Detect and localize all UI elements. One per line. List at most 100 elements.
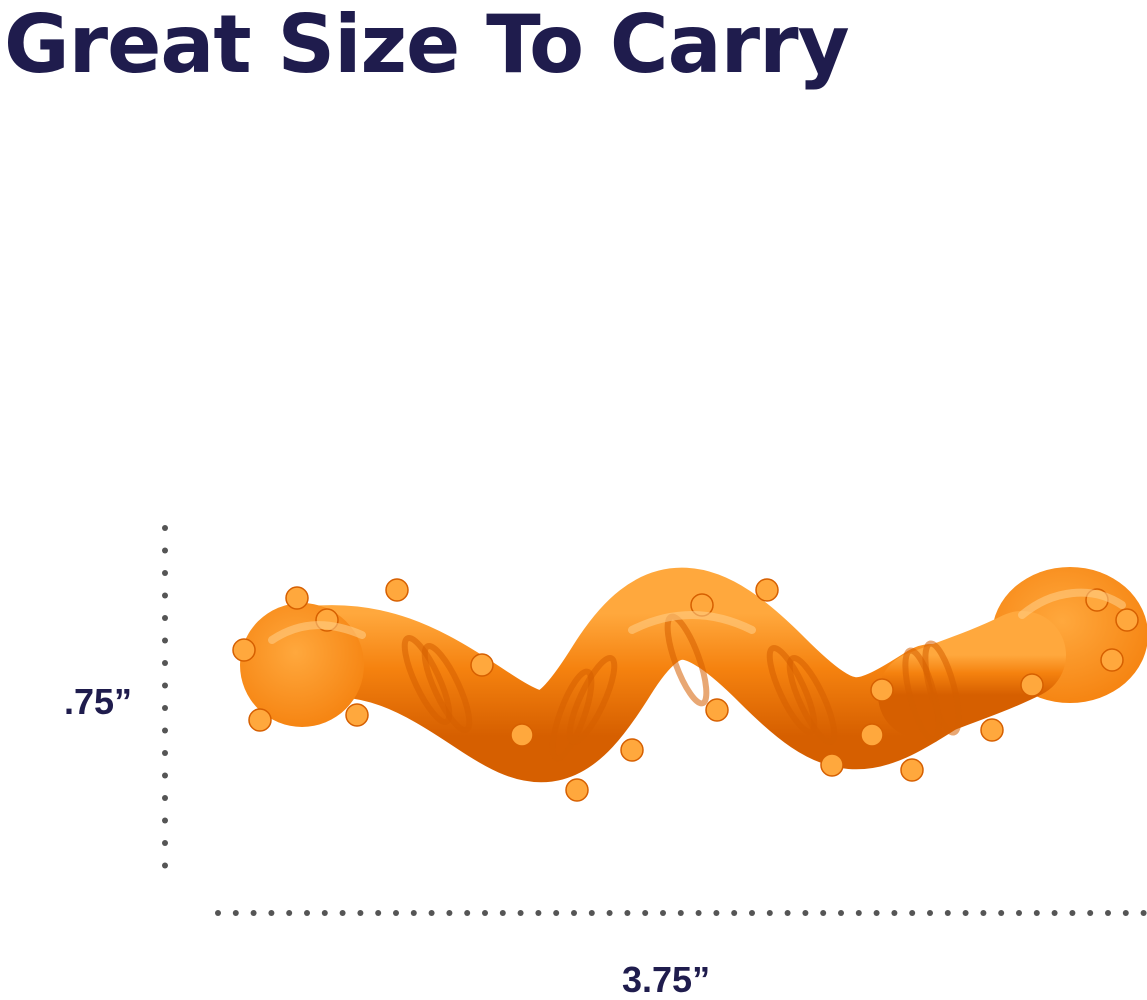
toy-nub bbox=[980, 718, 1004, 742]
toy-nub bbox=[385, 578, 409, 602]
toy-gloss bbox=[1018, 588, 1126, 619]
guide-dot bbox=[873, 910, 880, 916]
guide-dot bbox=[162, 727, 168, 734]
guide-dot bbox=[642, 910, 649, 916]
height-dotted-guide bbox=[162, 525, 168, 869]
guide-dot bbox=[162, 637, 168, 644]
guide-dot bbox=[428, 910, 435, 916]
guide-dot bbox=[998, 910, 1005, 916]
toy-gloss bbox=[268, 621, 366, 644]
toy-ring bbox=[922, 640, 962, 736]
toy-nub bbox=[705, 698, 729, 722]
guide-dot bbox=[162, 592, 168, 599]
guide-dot bbox=[162, 750, 168, 756]
toy-nub bbox=[248, 708, 272, 732]
guide-dot bbox=[162, 862, 168, 869]
guide-dot bbox=[162, 570, 168, 576]
toy-nub bbox=[860, 723, 884, 747]
toy-nubs bbox=[232, 578, 1139, 802]
toy-nub bbox=[620, 738, 644, 762]
guide-dot bbox=[695, 910, 702, 916]
guide-dot bbox=[1105, 910, 1111, 916]
chew-toy-image bbox=[232, 567, 1147, 802]
toy-nub bbox=[1020, 673, 1044, 697]
toy-gloss bbox=[628, 611, 756, 634]
headline-title: Great Size To Carry bbox=[4, 0, 850, 91]
toy-nub bbox=[470, 653, 494, 677]
toy-ring bbox=[421, 643, 473, 733]
guide-dot bbox=[802, 910, 809, 916]
guide-dot bbox=[321, 910, 328, 916]
guide-dot bbox=[784, 910, 791, 916]
guide-dot bbox=[891, 910, 898, 916]
guide-dot bbox=[215, 910, 221, 916]
guide-dot bbox=[677, 910, 684, 916]
guide-dot bbox=[232, 910, 239, 916]
guide-dot bbox=[446, 910, 453, 916]
guide-dot bbox=[464, 910, 471, 916]
toy-rings bbox=[401, 613, 962, 762]
toy-highlights bbox=[268, 588, 1126, 644]
guide-dot bbox=[517, 910, 524, 916]
guide-dot bbox=[499, 910, 506, 916]
guide-dot bbox=[535, 910, 542, 916]
guide-dot bbox=[357, 910, 364, 916]
guide-dot bbox=[1051, 910, 1058, 916]
guide-dot bbox=[162, 772, 168, 779]
toy-ring bbox=[766, 645, 818, 735]
guide-dot bbox=[250, 910, 257, 916]
toy-left-end bbox=[240, 603, 364, 727]
toy-nub bbox=[755, 578, 779, 602]
guide-dot bbox=[713, 910, 720, 916]
guide-dot bbox=[820, 910, 827, 916]
guide-dot bbox=[339, 910, 346, 916]
guide-dot bbox=[553, 910, 560, 916]
guide-dot bbox=[766, 910, 773, 916]
guide-dot bbox=[162, 547, 168, 554]
guide-dot bbox=[304, 910, 310, 916]
guide-dot bbox=[1140, 910, 1147, 916]
guide-dot bbox=[286, 910, 293, 916]
guide-dot bbox=[838, 910, 844, 916]
height-dimension-label: .75” bbox=[64, 681, 133, 722]
toy-nub bbox=[232, 638, 256, 662]
guide-dot bbox=[162, 795, 168, 801]
width-dimension-label: 3.75” bbox=[622, 959, 711, 1000]
toy-ring bbox=[786, 655, 838, 745]
guide-dot bbox=[962, 910, 969, 916]
guide-dot bbox=[162, 682, 168, 689]
guide-dot bbox=[162, 840, 168, 846]
guide-dot bbox=[375, 910, 382, 916]
guide-dot bbox=[1069, 910, 1076, 916]
toy-neck bbox=[878, 611, 1066, 739]
guide-dot bbox=[268, 910, 275, 916]
guide-dot bbox=[660, 910, 666, 916]
guide-dot bbox=[1087, 910, 1094, 916]
guide-dot bbox=[393, 910, 399, 916]
toy-nub bbox=[565, 778, 589, 802]
guide-dot bbox=[1033, 910, 1040, 916]
toy-ring bbox=[566, 655, 618, 745]
guide-dot bbox=[731, 910, 738, 916]
guide-dot bbox=[1016, 910, 1022, 916]
toy-nub bbox=[285, 586, 309, 610]
guide-dot bbox=[909, 910, 916, 916]
guide-dot bbox=[927, 910, 933, 916]
guide-dot bbox=[571, 910, 577, 916]
toy-ring bbox=[401, 635, 453, 725]
guide-dot bbox=[162, 615, 168, 621]
guide-dot bbox=[588, 910, 595, 916]
guide-dot bbox=[162, 817, 168, 824]
guide-dot bbox=[980, 910, 987, 916]
guide-dot bbox=[855, 910, 862, 916]
width-dotted-guide bbox=[215, 910, 1147, 916]
toy-nub bbox=[345, 703, 369, 727]
toy-ring bbox=[549, 668, 595, 762]
guide-dot bbox=[624, 910, 631, 916]
toy-nub bbox=[1115, 608, 1139, 632]
toy-nub bbox=[1100, 648, 1124, 672]
toy-nub bbox=[510, 723, 534, 747]
guide-dot bbox=[482, 910, 488, 916]
guide-dot bbox=[944, 910, 951, 916]
